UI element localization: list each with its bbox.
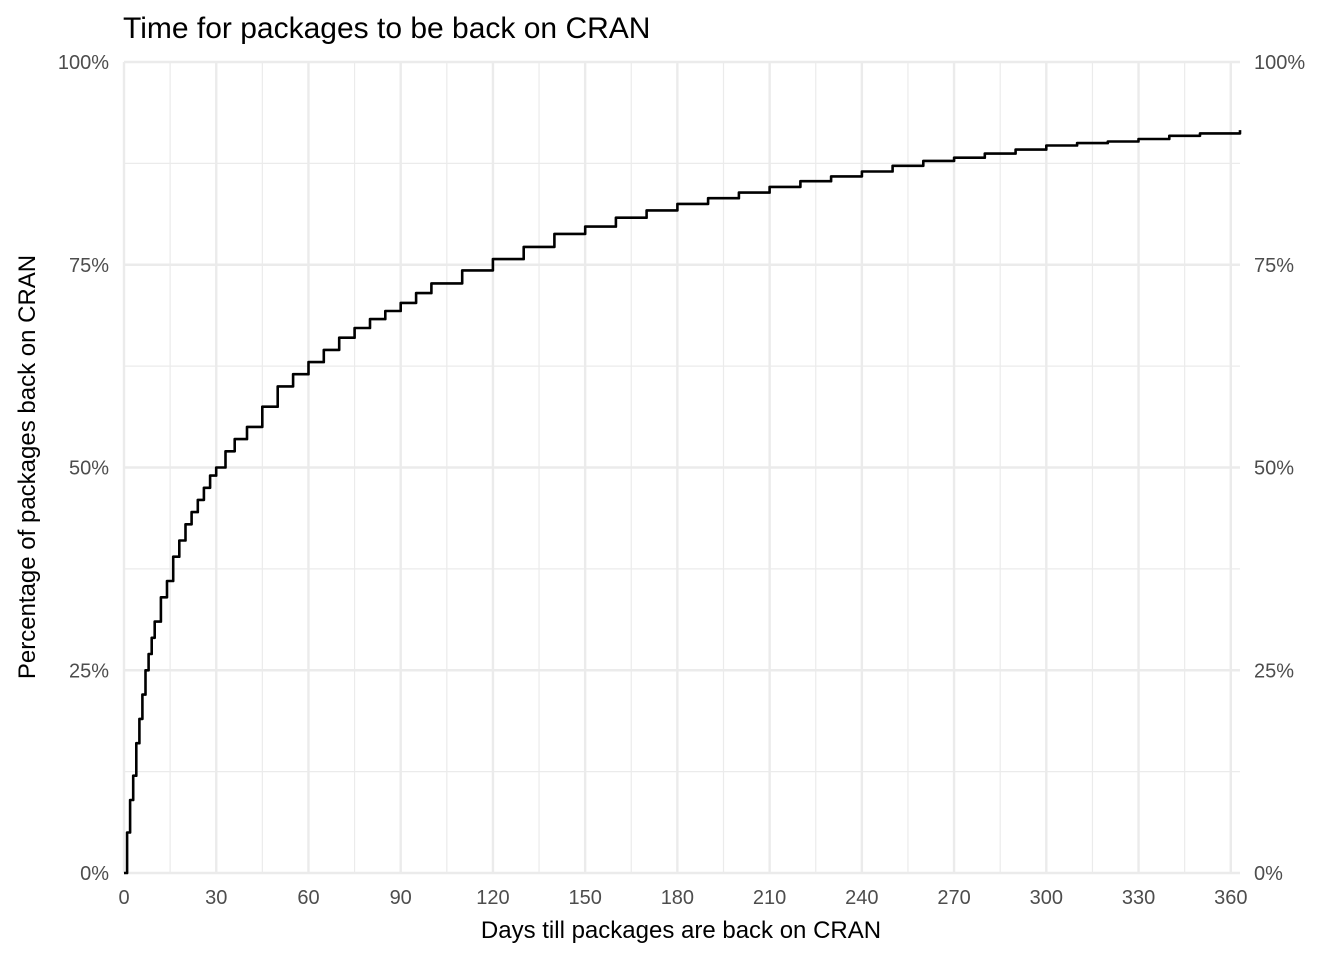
y-tick-label-right: 100% — [1254, 52, 1305, 74]
y-tick-label-left: 25% — [69, 660, 109, 682]
y-tick-label-right: 25% — [1254, 660, 1294, 682]
chart-title: Time for packages to be back on CRAN — [123, 12, 650, 45]
x-tick-label: 360 — [1214, 887, 1247, 909]
x-tick-label: 60 — [297, 887, 319, 909]
y-tick-label-right: 75% — [1254, 255, 1294, 277]
series-layer — [124, 130, 1242, 875]
x-tick-label: 270 — [937, 887, 970, 909]
grid-lines — [122, 60, 1240, 875]
y-tick-label-left: 100% — [58, 52, 109, 74]
x-tick-label: 330 — [1122, 887, 1155, 909]
x-tick-label: 240 — [845, 887, 878, 909]
x-tick-label: 180 — [661, 887, 694, 909]
x-tick-label: 150 — [568, 887, 601, 909]
x-tick-label: 30 — [205, 887, 227, 909]
y-tick-label-left: 75% — [69, 255, 109, 277]
x-tick-label: 300 — [1030, 887, 1063, 909]
y-tick-label-left: 50% — [69, 458, 109, 480]
y-tick-label-right: 50% — [1254, 458, 1294, 480]
y-tick-label-right: 0% — [1254, 863, 1283, 885]
x-tick-label: 210 — [753, 887, 786, 909]
x-tick-label: 120 — [476, 887, 509, 909]
x-tick-label: 0 — [118, 887, 129, 909]
x-axis-title: Days till packages are back on CRAN — [481, 917, 881, 944]
cdf-step-line — [124, 130, 1242, 875]
y-tick-label-left: 0% — [80, 863, 109, 885]
x-tick-label: 90 — [390, 887, 412, 909]
y-axis-title: Percentage of packages back on CRAN — [14, 255, 41, 679]
tick-labels: 0 30 60 90 120 150 180 210 240 270 300 330 360 0% 0% 25… — [58, 52, 1306, 909]
